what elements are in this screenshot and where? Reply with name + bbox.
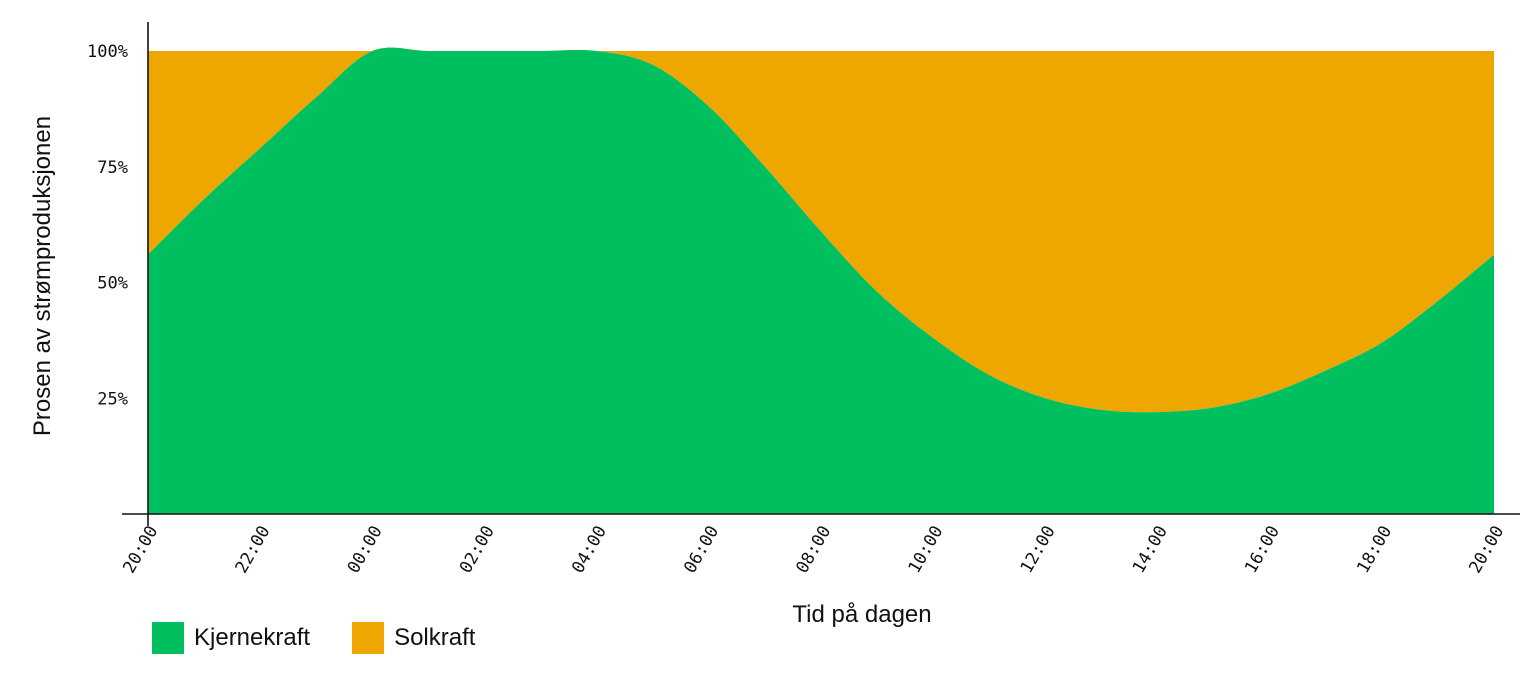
x-tick-label: 00:00: [344, 523, 387, 577]
y-tick-label: 25%: [97, 389, 128, 409]
area-solkraft: [148, 47, 1494, 413]
legend-item-kjernekraft: Kjernekraft: [152, 622, 310, 654]
x-tick-label: 12:00: [1017, 523, 1060, 577]
legend-item-solkraft: Solkraft: [352, 622, 475, 654]
y-tick-labels: 25% 50% 75% 100%: [87, 42, 128, 409]
legend: Kjernekraft Solkraft: [152, 622, 517, 654]
x-tick-label: 14:00: [1129, 523, 1172, 577]
area-kjernekraft: [148, 47, 1494, 515]
area-series-group: [148, 47, 1494, 515]
y-tick-label: 50%: [97, 274, 128, 294]
legend-swatch-kjernekraft: [152, 622, 184, 654]
x-tick-label: 22:00: [232, 523, 275, 577]
x-axis-title: Tid på dagen: [792, 601, 931, 628]
legend-label-solkraft: Solkraft: [394, 624, 476, 651]
x-tick-label: 06:00: [680, 523, 723, 577]
legend-label-kjernekraft: Kjernekraft: [194, 624, 311, 651]
x-tick-label: 02:00: [456, 523, 499, 577]
x-tick-label: 16:00: [1241, 523, 1284, 577]
x-tick-label: 20:00: [1465, 523, 1508, 577]
x-tick-label: 20:00: [119, 523, 162, 577]
x-tick-label: 08:00: [792, 523, 835, 577]
legend-swatch-solkraft: [352, 622, 385, 654]
x-tick-label: 10:00: [905, 523, 948, 577]
y-tick-label: 100%: [87, 42, 128, 62]
x-tick-labels: 20:00 22:00 00:00 02:00 04:00 06:00 08:00 10:00…: [119, 523, 1508, 577]
y-tick-label: 75%: [97, 158, 128, 178]
x-tick-label: 18:00: [1353, 523, 1396, 577]
x-tick-label: 04:00: [568, 523, 611, 577]
y-axis-title: Prosen av strømproduksjonen: [29, 116, 56, 436]
